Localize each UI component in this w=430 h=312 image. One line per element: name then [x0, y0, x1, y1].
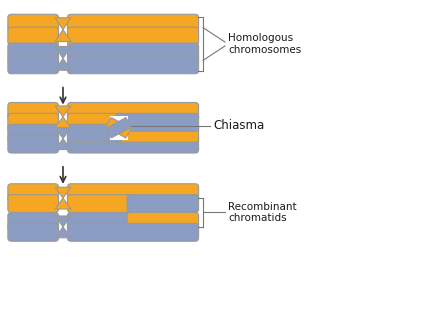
Text: Recombinant
chromatids: Recombinant chromatids: [227, 202, 296, 223]
Polygon shape: [55, 46, 71, 58]
FancyBboxPatch shape: [8, 212, 58, 230]
FancyBboxPatch shape: [8, 195, 58, 212]
Polygon shape: [55, 58, 71, 70]
FancyBboxPatch shape: [8, 223, 58, 241]
FancyBboxPatch shape: [127, 195, 198, 212]
FancyBboxPatch shape: [68, 56, 198, 74]
FancyBboxPatch shape: [68, 184, 198, 202]
Polygon shape: [106, 118, 131, 138]
Text: Homologous
chromosomes: Homologous chromosomes: [227, 33, 301, 55]
FancyBboxPatch shape: [8, 135, 58, 153]
FancyBboxPatch shape: [8, 27, 58, 45]
FancyBboxPatch shape: [8, 14, 58, 32]
Polygon shape: [55, 227, 71, 238]
FancyBboxPatch shape: [8, 56, 58, 74]
FancyBboxPatch shape: [8, 102, 58, 120]
Polygon shape: [55, 139, 71, 149]
Polygon shape: [55, 117, 71, 128]
FancyBboxPatch shape: [8, 113, 58, 131]
FancyBboxPatch shape: [68, 212, 134, 230]
Polygon shape: [106, 118, 131, 138]
FancyBboxPatch shape: [68, 43, 198, 61]
Polygon shape: [109, 116, 127, 140]
FancyBboxPatch shape: [68, 27, 198, 45]
FancyBboxPatch shape: [68, 124, 122, 142]
Polygon shape: [55, 128, 71, 139]
Polygon shape: [55, 187, 71, 198]
FancyBboxPatch shape: [8, 43, 58, 61]
FancyBboxPatch shape: [115, 124, 198, 142]
FancyBboxPatch shape: [68, 195, 134, 212]
FancyBboxPatch shape: [68, 113, 122, 131]
FancyBboxPatch shape: [68, 135, 198, 153]
Polygon shape: [55, 216, 71, 227]
Polygon shape: [55, 106, 71, 117]
FancyBboxPatch shape: [8, 124, 58, 142]
Polygon shape: [55, 30, 71, 41]
FancyBboxPatch shape: [8, 184, 58, 202]
Polygon shape: [55, 198, 71, 209]
FancyBboxPatch shape: [68, 102, 198, 120]
FancyBboxPatch shape: [115, 113, 198, 131]
Polygon shape: [55, 18, 71, 30]
FancyBboxPatch shape: [68, 14, 198, 32]
Text: Chiasma: Chiasma: [212, 119, 264, 132]
FancyBboxPatch shape: [127, 212, 198, 230]
FancyBboxPatch shape: [68, 223, 198, 241]
